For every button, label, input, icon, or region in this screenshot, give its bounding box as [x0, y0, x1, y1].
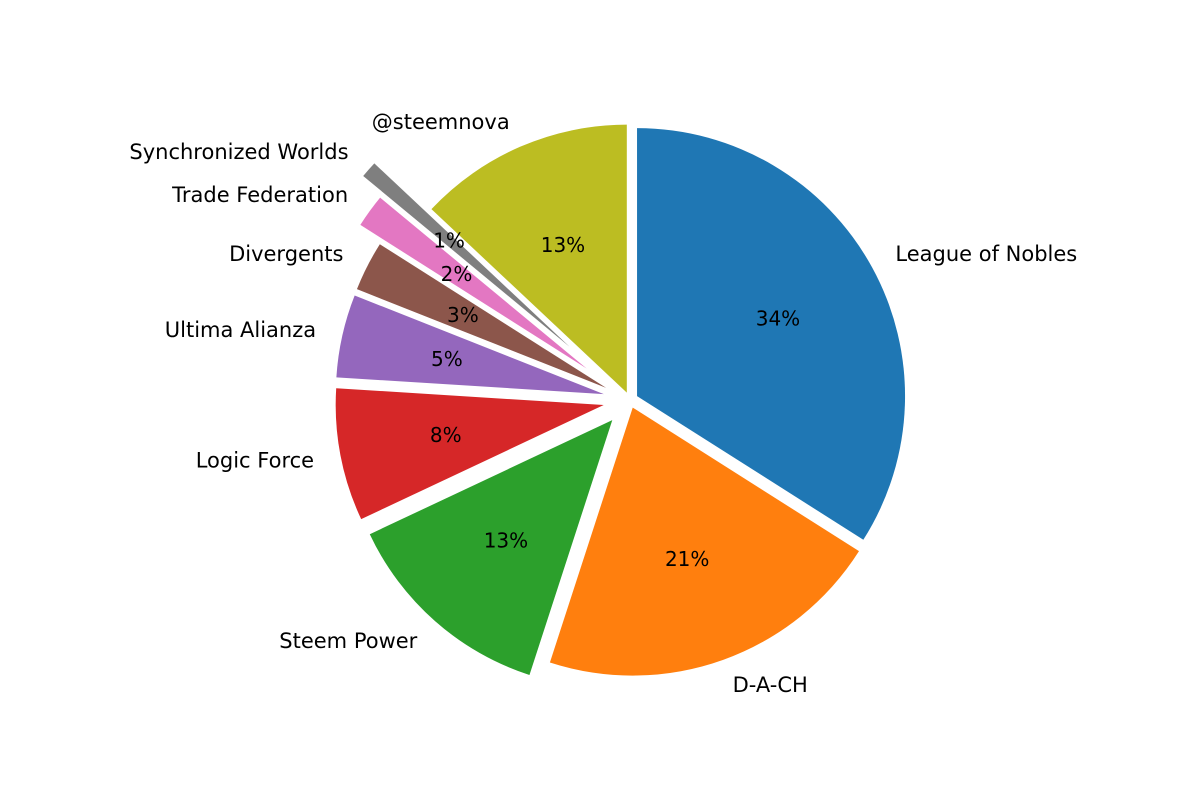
pie-slice-d-a-ch [549, 407, 860, 676]
pie-slice-divergents [356, 244, 607, 388]
pct-label-logic-force: 8% [430, 423, 462, 447]
pct-label-steem-power: 13% [484, 529, 528, 553]
slice-label-divergents: Divergents [229, 242, 343, 266]
pie-slices [335, 124, 906, 676]
pct-label-steemnova: 13% [541, 233, 585, 257]
slice-label-synchronized-worlds: Synchronized Worlds [129, 140, 348, 164]
slice-label-ultima-alianza: Ultima Alianza [165, 318, 316, 342]
slice-label-trade-federation: Trade Federation [171, 183, 348, 207]
pie-slice-steemnova [431, 124, 627, 393]
pct-label-synchronized-worlds: 1% [433, 228, 465, 252]
slice-label-d-a-ch: D-A-CH [733, 673, 808, 697]
slice-label-steem-power: Steem Power [279, 629, 417, 653]
pie-slice-logic-force [335, 388, 604, 520]
slice-label-league-of-nobles: League of Nobles [895, 242, 1077, 266]
pie-slice-trade-federation [360, 197, 587, 369]
pie-slice-league-of-nobles [637, 128, 906, 540]
pct-label-d-a-ch: 21% [665, 547, 709, 571]
slice-label-steemnova: @steemnova [372, 110, 510, 134]
pie-slice-synchronized-worlds [363, 163, 570, 347]
pct-label-ultima-alianza: 5% [431, 347, 463, 371]
pie-slice-steem-power [369, 420, 613, 675]
pct-label-trade-federation: 2% [441, 262, 473, 286]
pie-labels: 34% League of Nobles 21% D-A-CH 13% Steem Pow… [129, 110, 1077, 697]
slice-label-logic-force: Logic Force [196, 448, 314, 472]
pie-slice-ultima-alianza [336, 295, 604, 395]
pct-label-league-of-nobles: 34% [756, 307, 800, 331]
pct-label-divergents: 3% [447, 303, 479, 327]
